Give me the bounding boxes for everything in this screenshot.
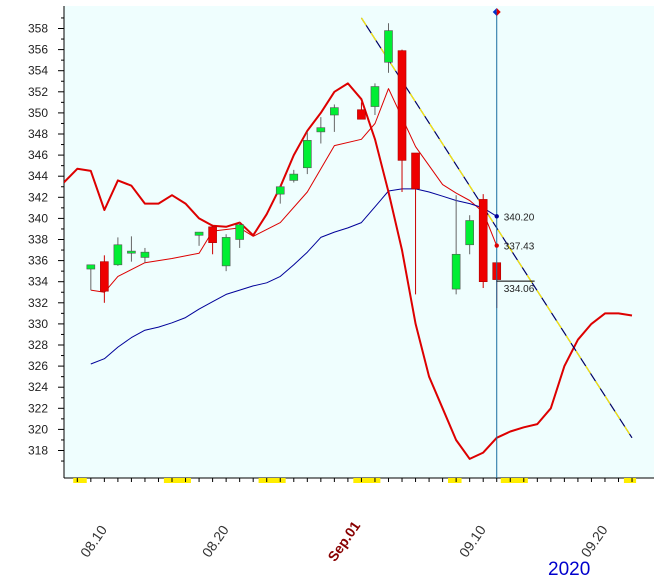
- y-tick-label: 354: [28, 64, 48, 78]
- candle-body: [140, 251, 150, 258]
- y-tick-label: 356: [28, 43, 48, 57]
- candle-body: [289, 173, 299, 181]
- x-tick-label: 09.10: [456, 522, 489, 560]
- candle-body: [100, 261, 109, 292]
- weekend-marker: [353, 478, 381, 483]
- oscillator-line: [64, 82, 633, 460]
- candle-body: [465, 220, 474, 246]
- x-tick-label: Sep.01: [324, 518, 363, 564]
- y-tick-label: 324: [28, 380, 48, 394]
- short-moving-average-line: [90, 88, 498, 293]
- y-tick-label: 338: [28, 233, 48, 247]
- trend-line-dash: [360, 17, 633, 439]
- y-tick-label: 342: [28, 190, 48, 204]
- long-moving-average-line: [90, 188, 497, 365]
- y-tick-label: 352: [28, 85, 48, 99]
- cursor-diamond-right: [496, 8, 501, 16]
- value-annotation: 340.20: [504, 212, 535, 223]
- y-tick-label: 336: [28, 254, 48, 268]
- plot-layer: [64, 17, 633, 460]
- y-tick-label: 330: [28, 317, 48, 331]
- weekend-marker: [258, 478, 286, 483]
- x-tick-label: 08.10: [77, 522, 110, 560]
- weekend-marker: [500, 478, 528, 483]
- x-tick-label: 09.20: [578, 522, 611, 560]
- y-tick-label: 348: [28, 127, 48, 141]
- candle-body: [303, 140, 312, 169]
- weekend-marker: [448, 478, 462, 483]
- candle-body: [411, 152, 420, 190]
- weekend-marker: [623, 478, 637, 483]
- candle-body: [221, 237, 231, 267]
- y-tick-label: 326: [28, 359, 48, 373]
- candle-body: [127, 250, 136, 254]
- weekend-marker: [73, 478, 87, 483]
- y-tick-label: 332: [28, 296, 48, 310]
- candle-body: [208, 226, 217, 243]
- candle-body: [275, 186, 285, 195]
- candle-body: [370, 86, 380, 107]
- y-tick-label: 328: [28, 338, 48, 352]
- candle-body: [235, 224, 244, 240]
- y-tick-label: 318: [28, 444, 48, 458]
- cursor-diamond-left: [492, 8, 497, 16]
- value-dot: [494, 214, 499, 219]
- x-tick-label: 08.20: [199, 522, 232, 560]
- x-axis: 08.10 08.20 Sep.01 09.10 09.20: [64, 477, 654, 564]
- candle-body: [86, 264, 96, 270]
- y-tick-label: 346: [28, 148, 48, 162]
- year-label: 2020: [548, 559, 591, 580]
- overlay-layer: 340.20 337.43 334.06: [492, 8, 535, 478]
- weekend-marker: [163, 478, 191, 483]
- y-axis: 318 320 322 324 326 328 330 332 334 336 338 340 342 3…: [28, 6, 65, 478]
- candle-body: [384, 30, 393, 63]
- y-tick-label: 322: [28, 401, 48, 415]
- candle-body: [330, 107, 339, 116]
- candle-body: [113, 244, 123, 266]
- y-tick-label: 334: [28, 275, 48, 289]
- y-tick-label: 344: [28, 169, 48, 183]
- candle-body: [397, 50, 407, 161]
- y-tick-label: 320: [28, 422, 48, 436]
- value-annotation: 337.43: [504, 242, 535, 253]
- y-tick-label: 350: [28, 106, 48, 120]
- candle-body: [478, 199, 488, 283]
- value-dot: [494, 243, 499, 248]
- candle-body: [316, 127, 326, 133]
- y-tick-label: 340: [28, 211, 48, 225]
- y-tick-label: 358: [28, 22, 48, 36]
- candle-body: [451, 253, 461, 290]
- value-annotation: 334.06: [504, 284, 535, 295]
- candle-body: [194, 231, 204, 236]
- candle-body: [357, 109, 366, 120]
- plot-area: [64, 6, 654, 478]
